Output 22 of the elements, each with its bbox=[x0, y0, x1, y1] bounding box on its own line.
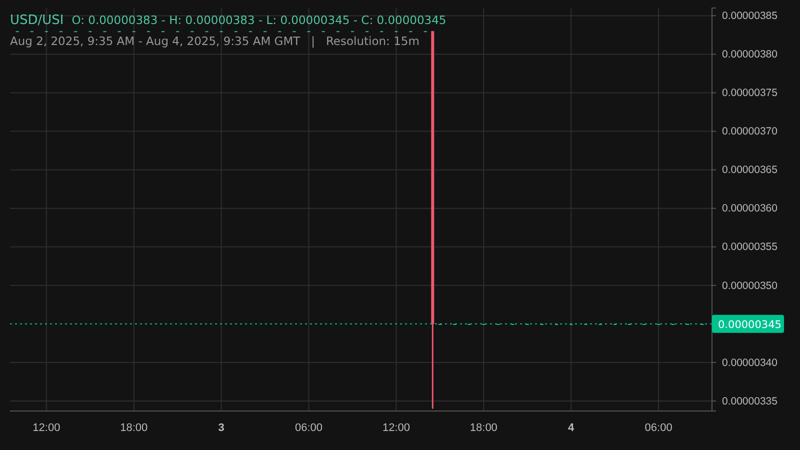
y-tick-label: 0.00000380 bbox=[722, 48, 778, 61]
y-tick-label: 0.00000375 bbox=[722, 87, 778, 100]
x-tick-label: 18:00 bbox=[120, 422, 148, 434]
ref-line-label: 0.00000345 bbox=[718, 318, 782, 331]
chart-title: USD/USI bbox=[10, 13, 64, 28]
x-tick-label: 06:00 bbox=[644, 422, 672, 434]
y-tick-label: 0.00000355 bbox=[722, 241, 778, 254]
x-tick-label: 12:00 bbox=[382, 422, 410, 434]
y-tick-label: 0.00000385 bbox=[722, 10, 778, 22]
y-tick-label: 0.00000370 bbox=[722, 126, 778, 138]
y-tick-label: 0.00000365 bbox=[722, 164, 778, 176]
text: Aug 2, 2025, 9:35 AM - Aug 4, 2025, 9:35 AM GMT | Resolution: 15m bbox=[10, 34, 420, 48]
x-tick-label: 18:00 bbox=[470, 422, 498, 434]
x-tick-label: 4 bbox=[568, 422, 576, 434]
y-tick-label: 0.00000335 bbox=[722, 395, 778, 408]
x-tick-label: 3 bbox=[218, 422, 224, 434]
y-tick-label: 0.00000340 bbox=[722, 356, 778, 369]
y-tick-label: 0.00000360 bbox=[722, 202, 778, 215]
x-tick-label: 06:00 bbox=[295, 422, 323, 434]
x-tick-label: 12:00 bbox=[32, 422, 60, 434]
annotation: O: 0.00000383 - H: 0.00000383 - L: 0.00000345 - C: 0.00000345 bbox=[72, 13, 446, 27]
y-tick-label: 0.00000350 bbox=[722, 280, 778, 292]
